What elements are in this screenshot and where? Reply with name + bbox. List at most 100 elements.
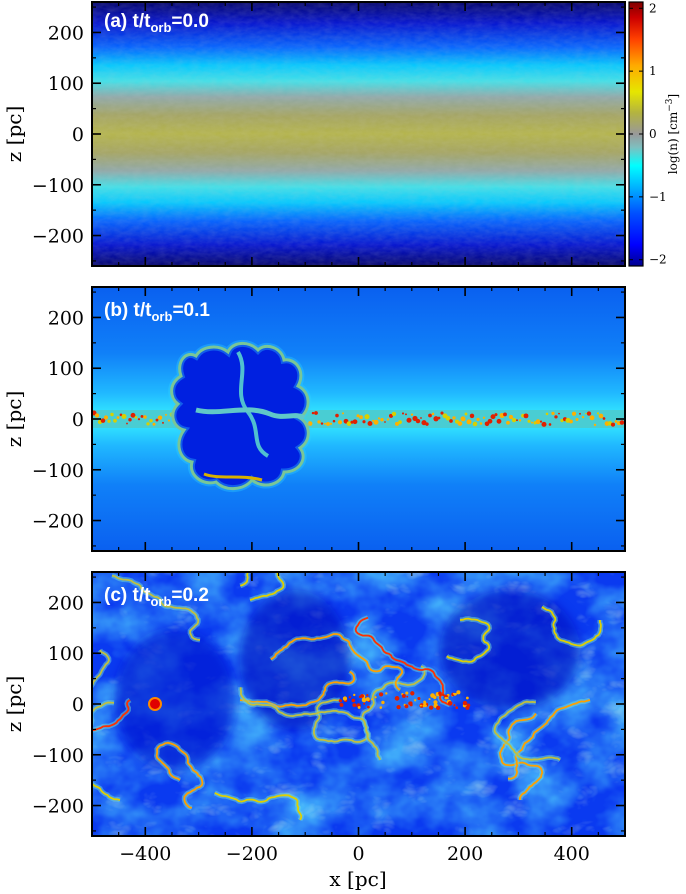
- y-tick-label: 0: [72, 694, 84, 716]
- filament: [239, 670, 356, 708]
- disk-clump: [362, 420, 366, 424]
- panel-a: −200 −100 0 100 200 (a) t/torb=0.0 z [pc]: [2, 1, 626, 267]
- disk-clump: [149, 418, 153, 423]
- disk-clump: [579, 412, 581, 415]
- disk-clump: [167, 419, 171, 422]
- colorbar: −2 −1 0 1 2 log(n) [cm−3]: [628, 1, 680, 267]
- disk-clump: [535, 419, 541, 425]
- disk-clump: [586, 411, 592, 416]
- disk-clump: [487, 418, 493, 424]
- dense-clump: [338, 699, 342, 703]
- panel-b-ticks: −200 −100 0 100 200: [32, 287, 626, 551]
- disk-clump: [469, 413, 475, 419]
- disk-clump: [384, 421, 386, 423]
- y-tick-label: −200: [32, 226, 84, 248]
- panel-c-image: [92, 572, 625, 836]
- disk-clump: [464, 412, 468, 416]
- disk-clump: [452, 416, 456, 420]
- disk-clump: [614, 420, 618, 423]
- disk-clump: [539, 420, 543, 423]
- disk-clump: [476, 417, 480, 422]
- disk-clump: [371, 419, 375, 422]
- disk-clump: [581, 415, 585, 419]
- disk-clump: [128, 418, 132, 422]
- disk-clump: [119, 413, 123, 417]
- disk-clump: [103, 415, 109, 420]
- disk-clump: [494, 413, 498, 417]
- dense-clump: [428, 698, 431, 701]
- disk-clump: [342, 412, 344, 415]
- y-tick-label: 100: [48, 73, 84, 95]
- disk-clump: [146, 422, 150, 426]
- disk-clump: [518, 419, 522, 422]
- filament: [239, 687, 381, 761]
- dense-clump: [342, 696, 348, 701]
- dense-clump: [410, 691, 415, 696]
- colorbar-tick-label: −1: [649, 190, 667, 204]
- dense-clump: [370, 698, 373, 701]
- disk-clump: [554, 415, 558, 419]
- dense-clump: [455, 706, 459, 710]
- dense-clump: [414, 699, 417, 702]
- disk-clump: [610, 422, 616, 427]
- disk-clump: [415, 418, 421, 424]
- disk-clump: [134, 415, 138, 419]
- disk-clump: [508, 414, 514, 420]
- disk-clump: [165, 413, 167, 416]
- disk-clump: [314, 411, 318, 415]
- colorbar-gradient: [629, 2, 643, 266]
- disk-clump: [346, 421, 352, 426]
- y-tick-label: 0: [72, 124, 84, 146]
- disk-clump: [121, 414, 127, 420]
- dense-clump: [360, 694, 364, 698]
- disk-clump: [596, 412, 600, 415]
- colorbar-tick-label: 2: [649, 1, 657, 15]
- panel-a-label: (a) t/torb=0.0: [104, 11, 209, 35]
- disk-clump: [428, 413, 432, 418]
- disk-clump: [506, 420, 510, 425]
- disk-clump: [398, 420, 402, 425]
- disk-clump: [503, 412, 507, 417]
- x-tick-label: 0: [352, 843, 364, 865]
- panel-c: −400 −200 0 200 400 −200 −100 0 100 200 (c) t/tor…: [2, 571, 626, 891]
- y-tick-label: 100: [48, 358, 84, 380]
- disk-clump: [410, 413, 414, 416]
- disk-clump: [394, 421, 400, 426]
- dense-clump: [444, 696, 448, 700]
- disk-clump: [143, 415, 147, 419]
- panel-c-ylabel: z [pc]: [2, 676, 26, 733]
- disk-clump: [548, 423, 552, 426]
- disk-clump: [457, 421, 463, 426]
- disk-clump: [373, 419, 379, 425]
- disk-clump: [560, 418, 564, 423]
- disk-clump: [116, 416, 120, 419]
- disk-clump: [406, 417, 412, 423]
- disk-clump: [445, 415, 451, 421]
- disk-clump: [589, 415, 595, 421]
- y-tick-label: 200: [48, 22, 84, 44]
- dense-clump: [348, 696, 351, 699]
- filament: [541, 606, 602, 647]
- dense-clump: [357, 706, 361, 709]
- disk-clump: [352, 419, 358, 425]
- disk-clump: [527, 419, 531, 423]
- disk-clump: [516, 419, 518, 422]
- y-tick-label: −200: [32, 511, 84, 533]
- disk-clump: [571, 411, 577, 416]
- dense-clump: [423, 701, 427, 705]
- disk-clump: [531, 421, 533, 424]
- filament: [92, 699, 131, 732]
- dense-clump: [433, 695, 437, 700]
- disk-clump: [157, 415, 163, 420]
- disk-clump: [329, 422, 333, 425]
- dense-clump: [436, 705, 441, 710]
- dense-clump: [394, 696, 400, 701]
- dense-clump: [438, 693, 442, 697]
- disk-clump: [113, 418, 117, 423]
- disk-clump: [332, 419, 336, 423]
- filament: [111, 574, 201, 641]
- colorbar-tick-label: 1: [649, 64, 657, 78]
- y-tick-label: 100: [48, 643, 84, 665]
- disk-clump: [320, 422, 324, 425]
- disk-clump: [155, 418, 159, 422]
